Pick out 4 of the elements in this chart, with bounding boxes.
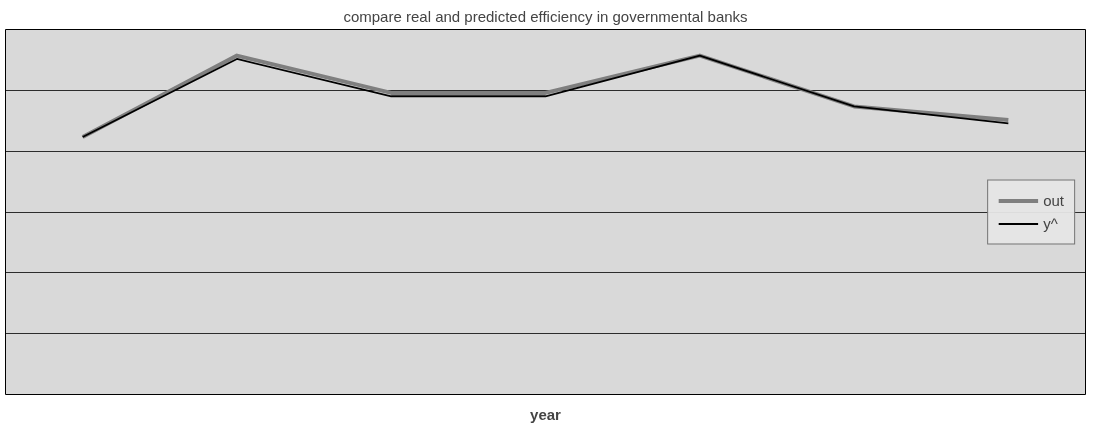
x-axis-title: year [530,405,562,423]
chart-title: compare real and predicted efficiency in governmental banks [343,7,748,25]
legend-label: y^ [1043,214,1059,232]
legend-label: out [1043,191,1064,209]
